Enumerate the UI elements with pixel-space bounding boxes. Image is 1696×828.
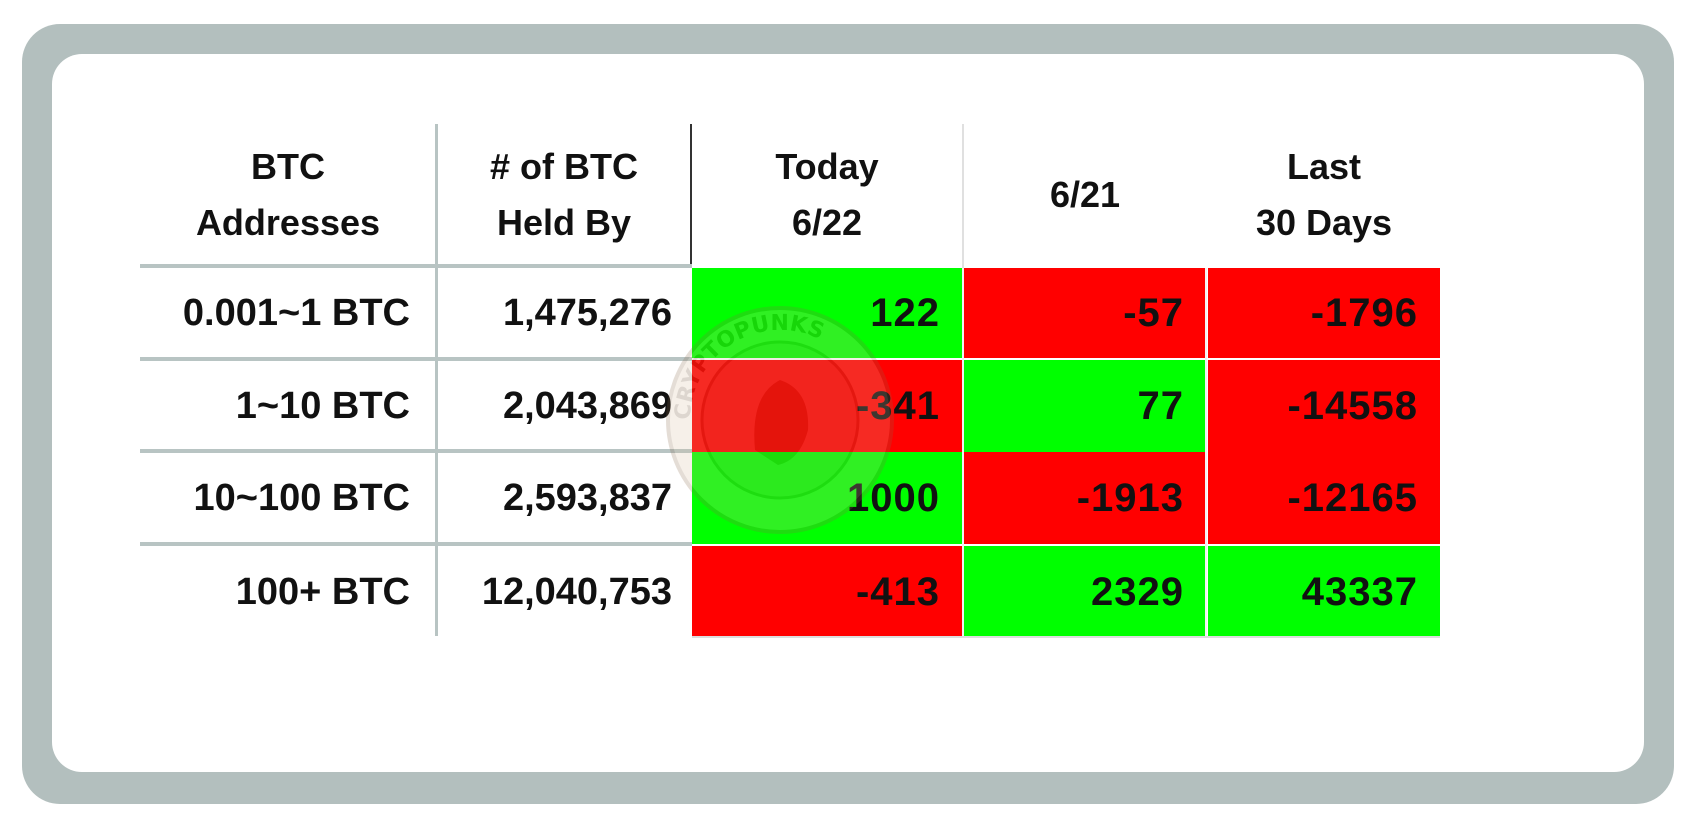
today-value: -413	[692, 546, 962, 638]
header-btc-held-by: # of BTC Held By	[490, 146, 638, 243]
last-30-days-value: 43337	[1208, 546, 1440, 638]
row-divider	[140, 542, 692, 546]
prev-day-value: 2329	[964, 546, 1206, 638]
column-divider	[435, 124, 438, 636]
last-30-days-value: -1796	[1208, 268, 1440, 358]
row-label: 0.001~1 BTC	[182, 291, 410, 334]
held-value: 12,040,753	[481, 570, 672, 613]
last-30-days-value: -14558	[1208, 360, 1440, 452]
row-label: 10~100 BTC	[193, 476, 410, 519]
row-label: 100+ BTC	[235, 570, 410, 613]
last-30-days-value: -12165	[1208, 452, 1440, 544]
prev-day-value: -57	[964, 268, 1206, 358]
today-value: -341	[692, 360, 962, 452]
header-prev-day: 6/21	[1049, 174, 1121, 215]
header-btc-addresses: BTC Addresses	[195, 146, 381, 243]
header-today: Today 6/22	[775, 146, 879, 243]
column-divider	[690, 124, 692, 268]
column-divider	[1205, 268, 1207, 638]
row-divider	[140, 264, 692, 268]
held-value: 2,593,837	[502, 476, 672, 519]
row-label: 1~10 BTC	[235, 384, 410, 427]
row-divider	[140, 357, 692, 361]
held-value: 2,043,869	[502, 384, 672, 427]
row-divider	[692, 636, 1440, 638]
prev-day-value: 77	[964, 360, 1206, 452]
column-divider	[962, 124, 964, 268]
header-last-30-days: Last 30 Days	[1255, 146, 1393, 243]
today-value: 122	[692, 268, 962, 358]
today-value: 1000	[692, 452, 962, 544]
prev-day-value: -1913	[964, 452, 1206, 544]
held-value: 1,475,276	[502, 291, 672, 334]
row-divider	[140, 449, 692, 453]
column-divider	[962, 268, 964, 638]
